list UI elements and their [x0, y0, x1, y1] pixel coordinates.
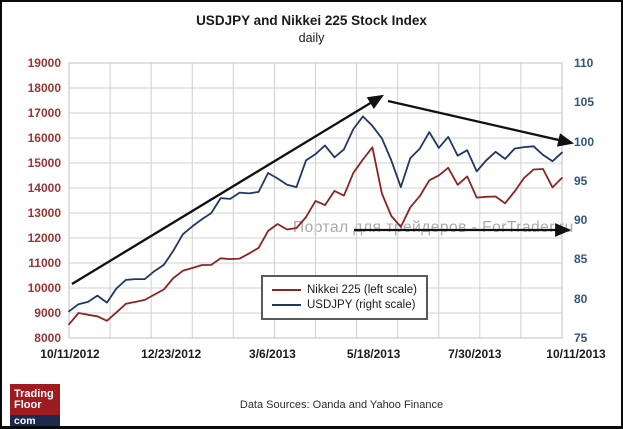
downtrend-arrow — [387, 99, 575, 147]
logo-text-floor: Floor — [14, 398, 42, 411]
right-axis-tick: 85 — [574, 252, 588, 267]
left-axis-tick: 14000 — [27, 181, 61, 195]
x-axis-tick: 5/18/2013 — [346, 347, 401, 361]
left-axis-tick: 13000 — [27, 206, 61, 220]
series-line-usdjpy — [68, 115, 563, 313]
right-axis-tick: 75 — [574, 331, 588, 345]
right-axis-tick: 80 — [574, 291, 588, 306]
right-axis-tick: 100 — [574, 134, 595, 149]
chart-title: USDJPY and Nikkei 225 Stock Index — [196, 13, 427, 28]
x-axis-tick: 3/6/2013 — [249, 347, 296, 361]
x-axis-tick: 7/30/2013 — [448, 347, 502, 361]
legend-label: Nikkei 225 (left scale) — [307, 284, 417, 296]
watermark-text: Портал для трейдеров - ForTrader.ru — [293, 219, 574, 236]
left-axis-tick: 16000 — [27, 131, 61, 145]
left-axis-tick: 18000 — [27, 81, 61, 95]
x-axis-tick: 10/11/2012 — [40, 347, 100, 361]
logo-com-box: com — [10, 415, 60, 426]
left-axis-tick: 15000 — [27, 156, 61, 170]
left-axis-tick: 8000 — [34, 331, 61, 345]
logo-text-trading: Trading — [14, 388, 54, 400]
chart-subtitle: daily — [298, 31, 325, 45]
right-axis-tick: 95 — [574, 173, 588, 188]
right-axis-tick: 105 — [574, 95, 595, 110]
series-line-nikkei-225 — [68, 146, 563, 326]
legend-line-swatch — [272, 288, 301, 292]
left-axis-tick: 19000 — [27, 56, 61, 70]
legend-item: USDJPY (right scale) — [272, 299, 422, 311]
left-axis-tick: 9000 — [34, 306, 61, 320]
plot-border — [68, 62, 563, 339]
legend-label: USDJPY (right scale) — [307, 299, 416, 311]
data-sources-text: Data Sources: Oanda and Yahoo Finance — [239, 399, 444, 411]
x-axis-tick: 10/11/2013 — [546, 347, 606, 361]
uptrend-arrow — [71, 94, 385, 285]
right-axis-tick: 110 — [574, 56, 594, 70]
left-axis-tick: 12000 — [27, 231, 61, 245]
left-axis-tick: 10000 — [27, 281, 61, 295]
x-axis-tick: 12/23/2012 — [141, 347, 202, 361]
left-axis-tick: 17000 — [27, 106, 61, 120]
legend: Nikkei 225 (left scale) USDJPY (right sca… — [261, 275, 428, 320]
tradingfloor-logo: Trading Floor com — [10, 384, 60, 426]
legend-line-swatch — [272, 303, 301, 307]
logo-red-box: Trading Floor — [10, 384, 60, 415]
legend-item: Nikkei 225 (left scale) — [272, 284, 422, 296]
left-axis-tick: 11000 — [28, 256, 61, 270]
right-axis-tick: 90 — [574, 213, 588, 228]
